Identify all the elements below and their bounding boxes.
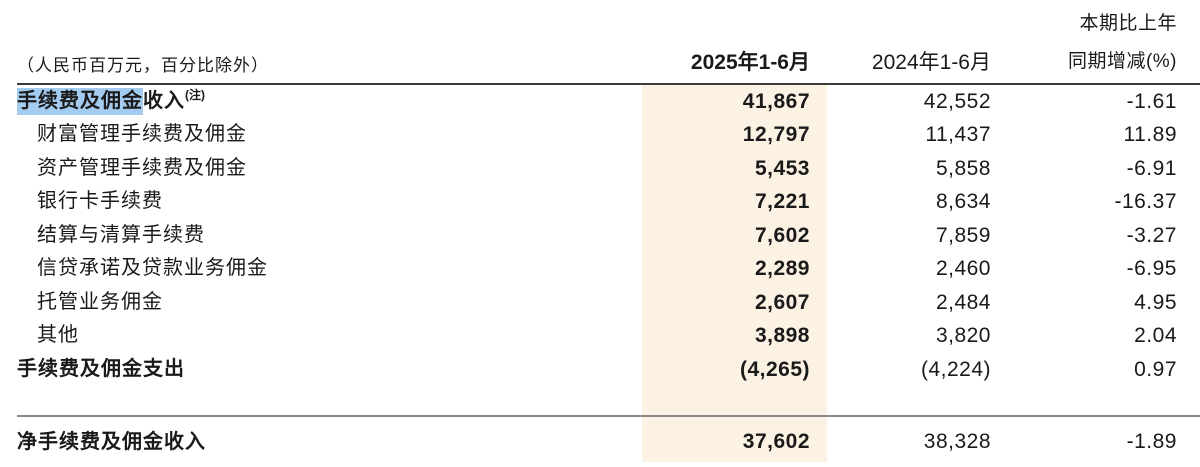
value-change: 4.95 bbox=[1134, 290, 1177, 314]
col-header-change-line1: 本期比上年 bbox=[1079, 13, 1177, 34]
value-2025: 7,602 bbox=[754, 223, 810, 247]
row-label: 信贷承诺及贷款业务佣金 bbox=[37, 257, 268, 280]
table-header: （人民币百万元，百分比除外） 2025年1-6月 2024年1-6月 本期比上年… bbox=[0, 0, 1200, 85]
row-label: 财富管理手续费及佣金 bbox=[37, 123, 247, 146]
col-header-2025: 2025年1-6月 bbox=[690, 51, 810, 74]
value-change: -6.91 bbox=[1126, 156, 1177, 180]
value-2024: (4,224) bbox=[920, 357, 991, 381]
header-rule bbox=[17, 83, 1200, 85]
table-row: 托管业务佣金 2,607 2,484 4.95 bbox=[0, 286, 1200, 319]
value-2024: 38,328 bbox=[923, 429, 991, 453]
row-label: 手续费及佣金支出 bbox=[17, 357, 185, 380]
table-row: 财富管理手续费及佣金 12,797 11,437 11.89 bbox=[0, 118, 1200, 151]
value-change: -6.95 bbox=[1126, 257, 1177, 281]
row-label: 净手续费及佣金收入 bbox=[17, 430, 206, 453]
value-2024: 8,634 bbox=[935, 190, 991, 214]
value-change: -3.27 bbox=[1126, 223, 1177, 247]
table-row: 净手续费及佣金收入 37,602 38,328 -1.89 bbox=[0, 417, 1200, 460]
value-2025: 3,898 bbox=[754, 324, 810, 348]
table-row: 手续费及佣金收入(注) 41,867 42,552 -1.61 bbox=[0, 85, 1200, 118]
row-label: 托管业务佣金 bbox=[37, 290, 163, 313]
value-change: 2.04 bbox=[1134, 324, 1177, 348]
footnote-marker: (注) bbox=[185, 88, 205, 102]
table-row: 手续费及佣金支出 (4,265) (4,224) 0.97 bbox=[0, 353, 1200, 386]
value-2025: 41,867 bbox=[742, 90, 810, 113]
value-change: 11.89 bbox=[1123, 123, 1177, 147]
value-change: -16.37 bbox=[1114, 190, 1177, 214]
row-label: 手续费及佣金收入(注) bbox=[17, 85, 205, 120]
col-header-change-line2: 同期增减(%) bbox=[1067, 51, 1177, 72]
value-2024: 7,859 bbox=[935, 223, 991, 247]
row-label: 资产管理手续费及佣金 bbox=[37, 156, 247, 179]
value-2025: 37,602 bbox=[742, 429, 810, 453]
value-2025: 5,453 bbox=[754, 156, 810, 180]
value-2025: 7,221 bbox=[754, 190, 810, 214]
text-selection-highlight: 手续费及佣金 bbox=[17, 88, 143, 115]
value-2025: 2,607 bbox=[754, 290, 810, 314]
value-2024: 42,552 bbox=[923, 90, 991, 113]
table-row: 资产管理手续费及佣金 5,453 5,858 -6.91 bbox=[0, 152, 1200, 185]
value-change: 0.97 bbox=[1134, 357, 1177, 381]
highlight-column-band bbox=[642, 85, 827, 462]
subtotal-rule bbox=[17, 414, 1200, 417]
table-row: 其他 3,898 3,820 2.04 bbox=[0, 319, 1200, 352]
row-spacer bbox=[0, 386, 1200, 415]
table-row: 信贷承诺及贷款业务佣金 2,289 2,460 -6.95 bbox=[0, 252, 1200, 285]
table-row: 结算与清算手续费 7,602 7,859 -3.27 bbox=[0, 219, 1200, 252]
value-2025: 12,797 bbox=[742, 123, 810, 147]
col-header-2024: 2024年1-6月 bbox=[871, 51, 991, 74]
table-row: 银行卡手续费 7,221 8,634 -16.37 bbox=[0, 185, 1200, 218]
value-2024: 5,858 bbox=[935, 156, 991, 180]
unit-note: （人民币百万元，百分比除外） bbox=[17, 56, 269, 75]
row-label: 其他 bbox=[37, 324, 79, 347]
value-2024: 11,437 bbox=[925, 123, 991, 147]
row-label-rest: 收入 bbox=[143, 90, 185, 112]
value-2024: 2,460 bbox=[935, 257, 991, 281]
value-change: -1.89 bbox=[1126, 429, 1177, 453]
row-label: 结算与清算手续费 bbox=[37, 223, 205, 246]
col-header-change: 本期比上年 同期增减(%) bbox=[1068, 5, 1177, 81]
value-2025: 2,289 bbox=[754, 257, 810, 281]
row-label: 银行卡手续费 bbox=[37, 190, 163, 213]
value-change: -1.61 bbox=[1126, 90, 1177, 113]
value-2024: 2,484 bbox=[935, 290, 991, 314]
value-2024: 3,820 bbox=[935, 324, 991, 348]
value-2025: (4,265) bbox=[739, 357, 810, 381]
